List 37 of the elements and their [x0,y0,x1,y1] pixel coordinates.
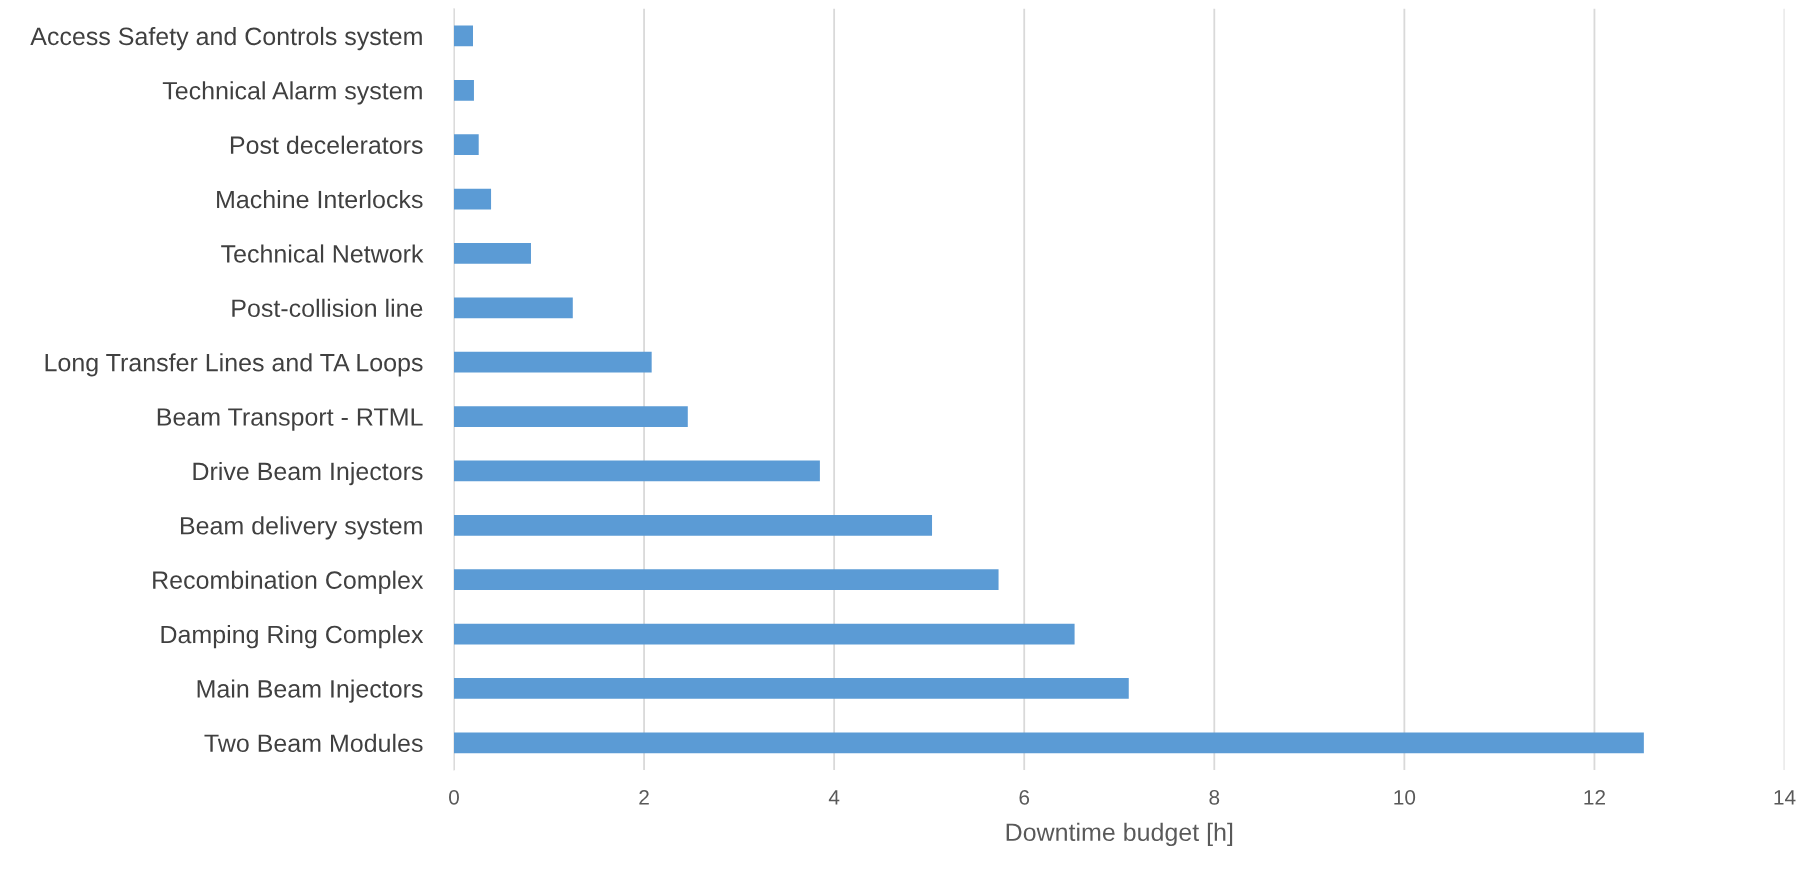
bar [453,623,1075,645]
y-tick-label: Technical Network [221,244,424,263]
y-tick-label: Beam Transport - RTML [157,408,423,431]
y-tick-label: Main Beam Injectors [197,679,423,703]
y-tick-label: Damping Ring Complex [161,625,424,649]
bar [453,406,688,427]
y-tick-label: Post-collision line [232,298,423,318]
bar [453,569,999,591]
bar [453,351,652,373]
bar [453,79,474,101]
bar [453,514,933,536]
bar [453,134,479,156]
bar [453,25,473,47]
x-tick-label: 6 [1019,789,1030,805]
bar [453,732,1644,754]
bar [453,243,531,264]
x-axis-title: Downtime budget [h] [1006,822,1233,847]
y-tick-label: Machine Interlocks [217,190,423,209]
bar [453,678,1129,699]
x-tick-label: 4 [828,790,840,805]
x-tick-label: 0 [449,789,459,805]
x-tick-label: 10 [1394,789,1416,805]
y-tick-label: Two Beam Modules [204,733,423,753]
x-tick-label: 8 [1209,789,1220,805]
bar [453,297,573,319]
bar [453,188,492,210]
y-tick-label: Drive Beam Injectors [193,461,423,486]
y-tick-label: Long Transfer Lines and TA Loops [45,353,423,377]
y-tick-label: Access Safety and Controls system [30,26,422,51]
bar [453,460,820,482]
x-tick-label: 2 [639,789,649,805]
x-tick-label: 14 [1774,790,1796,805]
y-tick-label: Post decelerators [230,135,423,154]
y-tick-label: Beam delivery system [180,516,422,540]
y-tick-label: Technical Alarm system [162,81,422,105]
x-tick-label: 12 [1584,789,1605,805]
y-tick-label: Recombination Complex [153,570,424,594]
